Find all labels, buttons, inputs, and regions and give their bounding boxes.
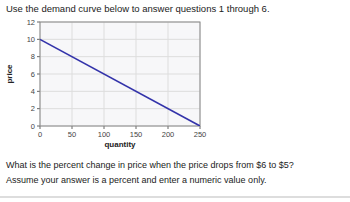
chart: Use the demand curve below to answer que… [0,0,350,202]
annotation: Assume your answer is a percent and ente… [6,175,266,185]
tick-label: 12 [27,18,35,27]
grid-line [40,91,200,92]
grid [40,22,200,126]
tick-label: 150 [130,130,143,139]
grid-line [40,56,200,57]
tick-label: 250 [194,130,207,139]
tick-label: 4 [31,87,35,96]
chart-container: Use the demand curve below to answer que… [0,0,350,202]
separator [0,197,350,198]
tick-label: 0 [31,122,35,131]
tick-label: 0 [38,130,42,139]
grid-line [40,74,200,75]
tick-label: 100 [98,130,111,139]
tick-label: 6 [31,70,35,79]
title: Use the demand curve below to answer que… [6,3,270,14]
grid-line [40,108,200,109]
tick-label: 200 [162,130,175,139]
demand-line [40,39,200,126]
tick-label: 8 [31,52,35,61]
plot-frame [40,22,200,126]
annotation: What is the percent change in price when… [6,160,294,170]
tick-label: 50 [68,130,76,139]
tick-label: 10 [27,35,35,44]
series [40,39,200,126]
tick-label: 2 [31,104,35,113]
plot-area [40,22,200,126]
x-axis-label: quantity [104,140,136,149]
y-axis-label: price [5,64,14,84]
grid-line [40,39,200,40]
